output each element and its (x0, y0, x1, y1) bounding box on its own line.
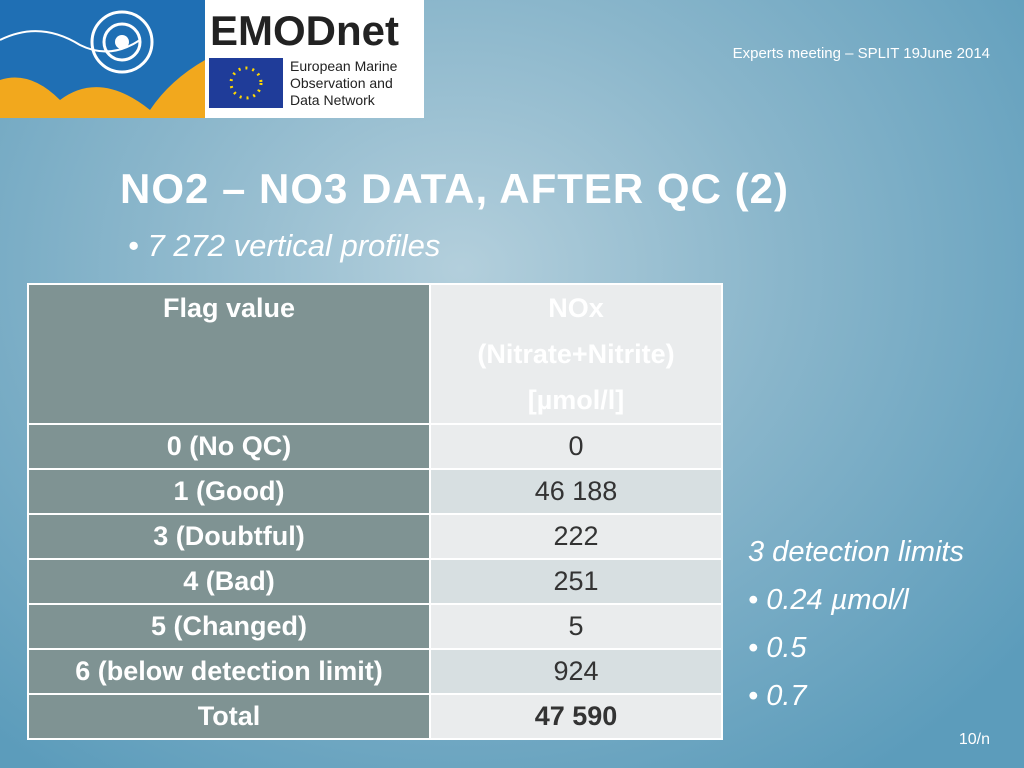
side-heading: 3 detection limits (748, 536, 964, 568)
value-cell: 5 (429, 603, 723, 650)
side-item-text: 0.24 µmol/l (766, 584, 909, 616)
side-item: • 0.5 (748, 632, 807, 664)
table-row: 5 (Changed) 5 (27, 603, 723, 650)
table-row: 0 (No QC) 0 (27, 423, 723, 470)
logo-name: EMODnet (210, 7, 399, 54)
logo-subtitle: European Marine (290, 58, 398, 74)
header-cell: Flag value (27, 283, 431, 425)
flag-cell: 3 (Doubtful) (27, 513, 431, 560)
value-cell: 924 (429, 648, 723, 695)
side-item-text: 0.5 (766, 632, 807, 664)
value-cell: 222 (429, 513, 723, 560)
logo-graphic: EMODnet European Marine Observation and … (0, 0, 399, 118)
value-cell: 251 (429, 558, 723, 605)
table-row: Total 47 590 (27, 693, 723, 740)
header-line: [µmol/l] (527, 385, 625, 415)
flag-cell: 1 (Good) (27, 468, 431, 515)
flag-cell: 5 (Changed) (27, 603, 431, 650)
side-list: • 0.24 µmol/l • 0.5 • 0.7 (748, 576, 964, 720)
logo-subtitle: Data Network (290, 92, 376, 108)
logo-subtitle: Observation and (290, 75, 393, 91)
table-body: 0 (No QC) 0 1 (Good) 46 188 3 (Doubtful) 222 4… (27, 423, 723, 740)
value-cell: 46 188 (429, 468, 723, 515)
bullet: • 7 272 vertical profiles (128, 228, 441, 263)
header-row: Flag value NOx (Nitrate+Nitrite) [µmol/l… (27, 283, 723, 425)
table-row: 1 (Good) 46 188 (27, 468, 723, 515)
flag-cell: 0 (No QC) (27, 423, 431, 470)
logo: EMODnet European Marine Observation and … (0, 0, 424, 118)
value-cell: 47 590 (429, 693, 723, 740)
page-number: 10/n (958, 731, 990, 748)
header-cell: NOx (Nitrate+Nitrite) [µmol/l] (429, 283, 723, 425)
flag-cell: 4 (Bad) (27, 558, 431, 605)
side-item: • 0.24 µmol/l (748, 584, 909, 616)
side-item-text: 0.7 (766, 680, 807, 712)
header-line: (Nitrate+Nitrite) (477, 339, 675, 369)
header-line: NOx (548, 293, 604, 323)
meeting: Experts meeting – SPLIT 19June 2014 (732, 45, 990, 62)
side-item: • 0.7 (748, 680, 807, 712)
title: NO2 – NO3 DATA, AFTER QC (2) (120, 165, 789, 212)
table: Flag value NOx (Nitrate+Nitrite) [µmol/l… (27, 283, 723, 740)
flag-cell: 6 (below detection limit) (27, 648, 431, 695)
side-notes: 3 detection limits • 0.24 µmol/l • 0.5 • 0… (748, 528, 964, 720)
table-row: 3 (Doubtful) 222 (27, 513, 723, 560)
table-row: 4 (Bad) 251 (27, 558, 723, 605)
value-cell: 0 (429, 423, 723, 470)
bullet-text: 7 272 vertical profiles (147, 228, 441, 263)
flag-cell: Total (27, 693, 431, 740)
table-row: 6 (below detection limit) 924 (27, 648, 723, 695)
